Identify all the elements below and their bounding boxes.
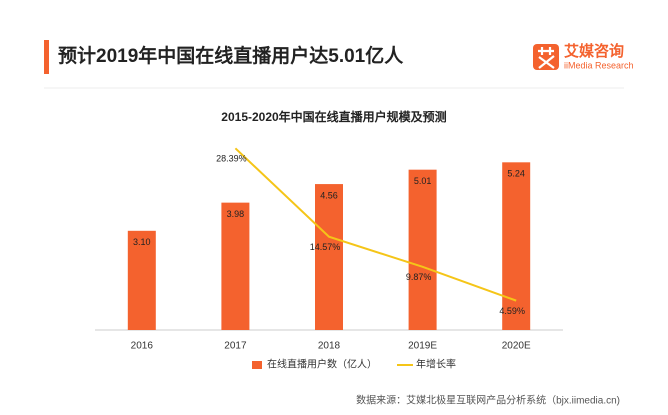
x-tick-label: 2018 <box>318 341 341 352</box>
bar-label: 5.24 <box>507 169 525 179</box>
line-label: 28.39% <box>216 154 247 164</box>
bar <box>221 202 250 330</box>
growth-line <box>234 147 517 302</box>
bar-label: 5.01 <box>414 176 432 186</box>
line-label: 4.59% <box>499 306 525 316</box>
chart-title: 2015-2020年中国在线直播用户规模及预测 <box>221 109 446 124</box>
bar <box>127 230 156 330</box>
legend-label: 年增长率 <box>416 358 456 371</box>
bar <box>315 184 343 330</box>
page-title: 预计2019年中国在线直播用户达5.01亿人 <box>58 44 404 67</box>
logo-text: 艾媒咨询 <box>564 42 624 60</box>
x-tick-label: 2020E <box>502 341 531 352</box>
legend-swatch <box>252 361 262 369</box>
bar-label: 3.98 <box>227 209 245 219</box>
bar-label: 3.10 <box>133 237 151 247</box>
logo-glyph <box>538 47 555 69</box>
x-tick-label: 2017 <box>224 341 247 352</box>
line-label: 9.87% <box>406 272 432 282</box>
logo-icon <box>533 44 559 70</box>
x-tick-label: 2019E <box>408 341 437 352</box>
line-label: 14.57% <box>310 242 341 252</box>
title-accent <box>44 40 49 74</box>
logo-subtext: iiMedia Research <box>564 60 634 70</box>
x-tick-label: 2016 <box>131 341 154 352</box>
bar <box>502 162 531 330</box>
legend-label: 在线直播用户数（亿人） <box>267 358 377 371</box>
bar-label: 4.56 <box>320 190 338 200</box>
bar <box>408 169 437 330</box>
source: 数据来源：艾媒北极星互联网产品分析系统（bjx.iimedia.cn) <box>356 394 620 407</box>
